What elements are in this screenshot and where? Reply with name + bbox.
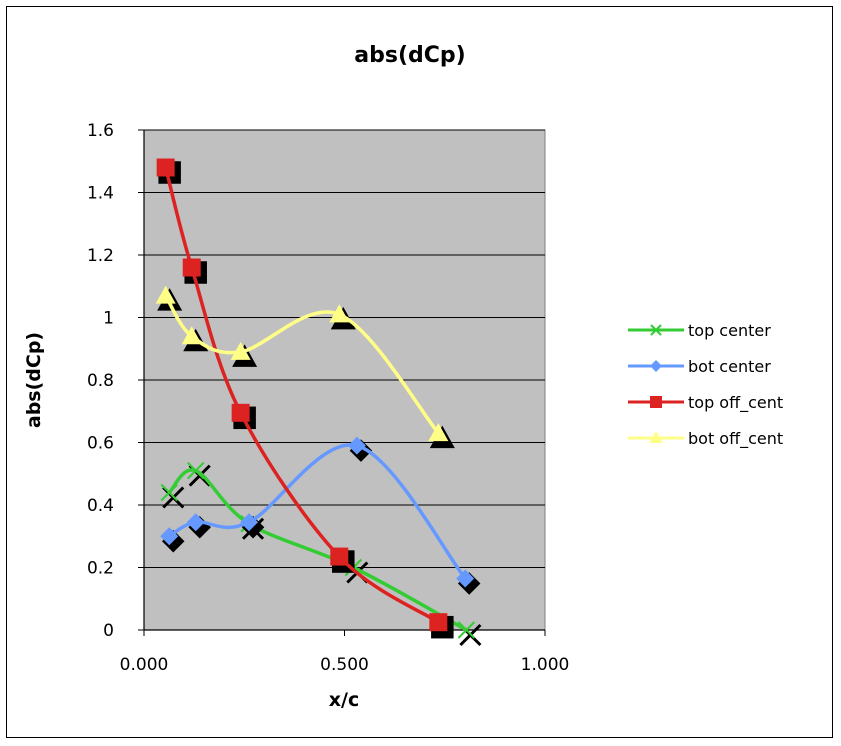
axes: 0 0.2 0.4 0.6 0.8 1 1.2 1.4 1.6 0.000 0.500 1.000 <box>87 121 569 675</box>
legend-item-bot-off-cent: bot off_cent <box>628 429 783 449</box>
y-tick-label: 1.4 <box>87 184 114 204</box>
series-layer <box>155 158 482 647</box>
data-point <box>186 513 205 532</box>
data-point <box>155 285 176 304</box>
series-top-off-cent <box>156 158 454 639</box>
y-tick-label: 0.4 <box>87 496 114 516</box>
data-point <box>231 403 250 422</box>
x-tick-label: 0.500 <box>320 655 369 675</box>
y-axis-title: abs(dCp) <box>23 332 45 428</box>
y-tick-label: 0 <box>103 621 114 641</box>
data-point <box>347 436 366 455</box>
y-tick-label: 1.6 <box>87 121 114 141</box>
legend-label: top off_cent <box>688 393 783 413</box>
legend-label: bot off_cent <box>688 429 783 449</box>
y-tick-label: 0.6 <box>87 434 114 454</box>
data-point <box>182 258 201 277</box>
y-tick-label: 0.8 <box>87 371 114 391</box>
legend-marker <box>650 324 662 336</box>
series-top-center <box>160 461 482 647</box>
data-point <box>240 513 259 532</box>
y-tick-label: 0.2 <box>87 559 114 579</box>
data-point <box>429 613 448 632</box>
series-line <box>164 294 440 435</box>
data-point <box>456 569 475 588</box>
y-tick-label: 1 <box>103 309 114 329</box>
x-axis-title: x/c <box>329 689 359 711</box>
data-point <box>329 304 350 323</box>
data-point <box>187 461 205 480</box>
data-point <box>160 483 178 502</box>
series-bot-off-cent <box>155 285 455 449</box>
legend-marker <box>650 396 662 408</box>
x-tick-label: 1.000 <box>521 655 570 675</box>
data-point <box>156 158 175 177</box>
legend-label: bot center <box>688 357 771 376</box>
legend-marker <box>649 431 663 443</box>
data-point <box>160 527 179 546</box>
y-tick-label: 1.2 <box>87 246 114 266</box>
legend-item-top-center: top center <box>628 321 771 340</box>
data-point <box>181 326 202 345</box>
series-bot-center <box>160 436 481 595</box>
data-point <box>230 341 251 360</box>
data-point <box>457 621 476 639</box>
legend-item-bot-center: bot center <box>628 357 771 376</box>
data-point <box>330 547 349 566</box>
legend-item-top-off-cent: top off_cent <box>628 393 783 413</box>
chart-title: abs(dCp) <box>354 43 465 68</box>
x-tick-label: 0.000 <box>120 655 169 675</box>
legend-label: top center <box>688 321 771 340</box>
data-point <box>428 423 449 442</box>
legend-marker <box>650 360 662 372</box>
series-line <box>167 468 468 632</box>
